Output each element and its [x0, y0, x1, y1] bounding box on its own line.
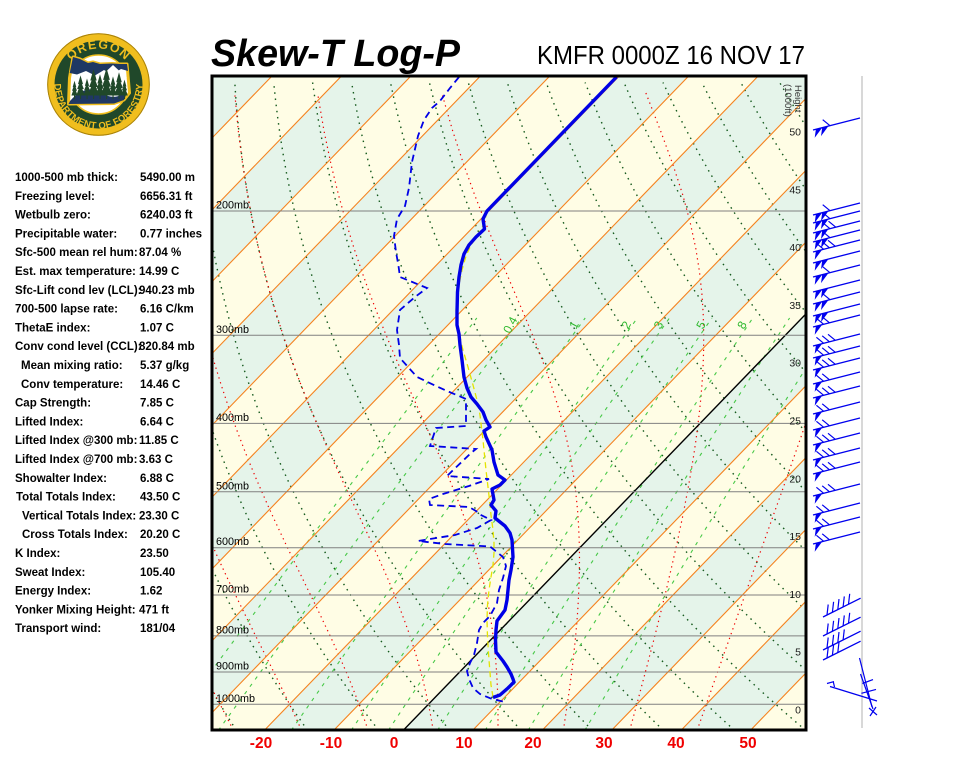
svg-text:700mb: 700mb [216, 584, 249, 596]
svg-text:Precipitable water:: Precipitable water: [15, 228, 117, 240]
svg-text:Height: Height [792, 85, 803, 113]
svg-text:10: 10 [789, 589, 801, 601]
svg-text:Yonker Mixing Height:: Yonker Mixing Height: [15, 604, 136, 616]
svg-text:900mb: 900mb [216, 661, 249, 673]
svg-text:45: 45 [789, 184, 801, 196]
svg-text:Wetbulb zero:: Wetbulb zero: [15, 210, 91, 222]
svg-text:700-500 lapse rate:: 700-500 lapse rate: [15, 304, 118, 316]
svg-text:Lifted Index @700 mb:: Lifted Index @700 mb: [15, 454, 137, 466]
svg-text:Sweat Index:: Sweat Index: [15, 567, 85, 579]
svg-text:KMFR 0000Z 16 NOV 17: KMFR 0000Z 16 NOV 17 [537, 42, 805, 70]
svg-text:23.30 C: 23.30 C [139, 510, 179, 522]
svg-text:Skew-T Log-P: Skew-T Log-P [211, 33, 461, 75]
svg-text:20.20 C: 20.20 C [140, 529, 180, 541]
svg-text:40: 40 [667, 735, 684, 752]
svg-text:3.63 C: 3.63 C [139, 454, 173, 466]
svg-text:K Index:: K Index: [15, 548, 60, 560]
svg-text:35: 35 [789, 300, 801, 312]
svg-text:-20: -20 [250, 735, 272, 752]
svg-text:11.85 C: 11.85 C [139, 435, 179, 447]
svg-text:1.62: 1.62 [140, 586, 162, 598]
svg-text:43.50 C: 43.50 C [140, 492, 180, 504]
svg-text:30: 30 [595, 735, 612, 752]
svg-text:15: 15 [789, 531, 801, 543]
svg-text:20: 20 [524, 735, 541, 752]
svg-text:5.37 g/kg: 5.37 g/kg [140, 360, 189, 372]
svg-text:300mb: 300mb [216, 324, 249, 336]
svg-text:50: 50 [789, 127, 801, 139]
svg-text:(1000ft): (1000ft) [782, 84, 793, 117]
svg-text:10: 10 [455, 735, 472, 752]
svg-text:14.99 C: 14.99 C [139, 266, 179, 278]
svg-text:25: 25 [789, 416, 801, 428]
svg-text:105.40: 105.40 [140, 567, 175, 579]
svg-text:6.88 C: 6.88 C [140, 473, 174, 485]
svg-text:40: 40 [789, 242, 801, 254]
svg-text:Lifted Index:: Lifted Index: [15, 416, 83, 428]
svg-text:0: 0 [795, 705, 801, 717]
svg-text:Transport wind:: Transport wind: [15, 623, 101, 635]
svg-text:Lifted Index @300 mb:: Lifted Index @300 mb: [15, 435, 137, 447]
svg-text:Conv cond level (CCL):: Conv cond level (CCL): [15, 341, 142, 353]
svg-text:Vertical Totals Index:: Vertical Totals Index: [22, 510, 136, 522]
svg-text:6.64 C: 6.64 C [140, 416, 174, 428]
svg-text:200mb: 200mb [216, 200, 249, 212]
svg-text:5: 5 [795, 647, 801, 659]
svg-text:400mb: 400mb [216, 412, 249, 424]
svg-text:Energy Index:: Energy Index: [15, 586, 91, 598]
svg-text:Cross Totals Index:: Cross Totals Index: [22, 529, 128, 541]
svg-text:Sfc-Lift cond lev (LCL):: Sfc-Lift cond lev (LCL): [15, 285, 142, 297]
svg-text:6240.03 ft: 6240.03 ft [140, 210, 193, 222]
svg-text:940.23 mb: 940.23 mb [139, 285, 195, 297]
svg-text:30: 30 [789, 358, 801, 370]
svg-text:14.46 C: 14.46 C [140, 379, 180, 391]
svg-text:50: 50 [739, 735, 756, 752]
svg-text:1.07 C: 1.07 C [140, 322, 174, 334]
svg-text:Sfc-500 mean rel hum:: Sfc-500 mean rel hum: [15, 247, 138, 259]
svg-text:800mb: 800mb [216, 624, 249, 636]
svg-text:1000-500 mb thick:: 1000-500 mb thick: [15, 172, 118, 184]
svg-text:6656.31 ft: 6656.31 ft [140, 191, 193, 203]
svg-text:5490.00 m: 5490.00 m [140, 172, 195, 184]
svg-text:Total Totals Index:: Total Totals Index: [16, 492, 116, 504]
svg-text:1000mb: 1000mb [216, 693, 255, 705]
svg-text:181/04: 181/04 [140, 623, 176, 635]
svg-text:23.50: 23.50 [140, 548, 169, 560]
svg-text:-10: -10 [320, 735, 342, 752]
svg-text:820.84 mb: 820.84 mb [139, 341, 195, 353]
svg-text:20: 20 [789, 473, 801, 485]
svg-text:0.77 inches: 0.77 inches [140, 228, 202, 240]
svg-text:Est. max temperature:: Est. max temperature: [15, 266, 136, 278]
svg-text:87.04 %: 87.04 % [139, 247, 181, 259]
svg-text:0: 0 [390, 735, 399, 752]
svg-text:Cap Strength:: Cap Strength: [15, 398, 91, 410]
svg-text:6.16 C/km: 6.16 C/km [140, 304, 194, 316]
svg-text:ThetaE index:: ThetaE index: [15, 322, 90, 334]
svg-text:Mean mixing ratio:: Mean mixing ratio: [21, 360, 123, 372]
svg-text:Showalter Index:: Showalter Index: [15, 473, 107, 485]
svg-text:Conv temperature:: Conv temperature: [21, 379, 123, 391]
svg-text:471 ft: 471 ft [139, 604, 169, 616]
svg-text:7.85 C: 7.85 C [140, 398, 174, 410]
svg-text:500mb: 500mb [216, 480, 249, 492]
svg-text:Freezing level:: Freezing level: [15, 191, 95, 203]
svg-text:600mb: 600mb [216, 536, 249, 548]
